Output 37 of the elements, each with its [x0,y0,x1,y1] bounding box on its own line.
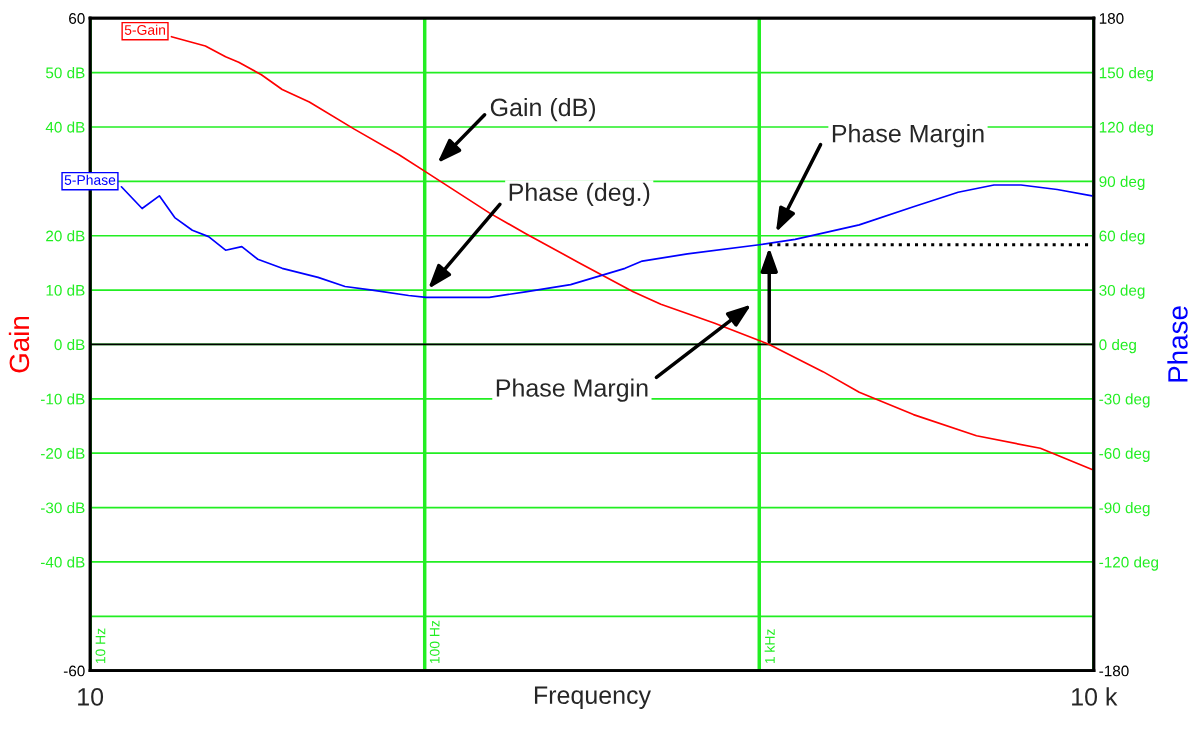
annotation: 10 Hz [95,628,106,664]
y-tick-label: -20 dB [40,447,85,459]
y-tick-label: 20 dB [46,230,85,242]
annotation: Phase Margin [832,124,984,148]
x-tick-label: 10 [78,688,104,706]
y-tick-label: 50 dB [45,67,85,79]
x-axis-title: Frequency [534,686,651,709]
annotation: 100 Hz [429,620,440,664]
y-tick-label: 60 [69,13,85,24]
y-tick-label: 10 dB [46,284,85,296]
y2-axis-title: Phase [1167,306,1188,382]
series-label: 5-Gain [124,24,166,35]
annotation: Phase Margin [496,378,648,402]
annotation: Gain (dB) [490,97,596,122]
y-axis-title: Gain [8,316,30,373]
y2-tick-label: 150 deg [1099,67,1153,82]
y2-tick-label: 90 deg [1099,175,1145,191]
y-tick-label: -10 dB [40,393,85,405]
y-tick-label: -40 dB [40,556,85,568]
y2-tick-label: -30 deg [1099,393,1150,408]
y2-tick-label: -180 [1099,665,1129,677]
series-label: 5-Phase [64,174,116,185]
y2-tick-label: 60 deg [1099,230,1145,245]
x-tick-label: 10 k [1072,687,1118,706]
y2-tick-label: 180 [1099,13,1124,24]
y-tick-label: -30 dB [40,502,85,514]
y2-tick-label: -60 deg [1099,447,1150,462]
y2-tick-label: -90 deg [1099,502,1150,517]
y-tick-label: 40 dB [45,121,85,133]
y2-tick-label: 30 deg [1099,284,1145,299]
y2-tick-label: 0 deg [1099,338,1136,354]
annotation: 1 kHz [764,629,775,664]
y2-tick-label: -120 deg [1099,556,1159,571]
y-tick-label: 0 dB [54,338,85,351]
y-tick-label: -60 [63,665,85,677]
y2-tick-label: 120 deg [1099,121,1153,136]
annotation: Phase (deg.) [509,182,650,207]
